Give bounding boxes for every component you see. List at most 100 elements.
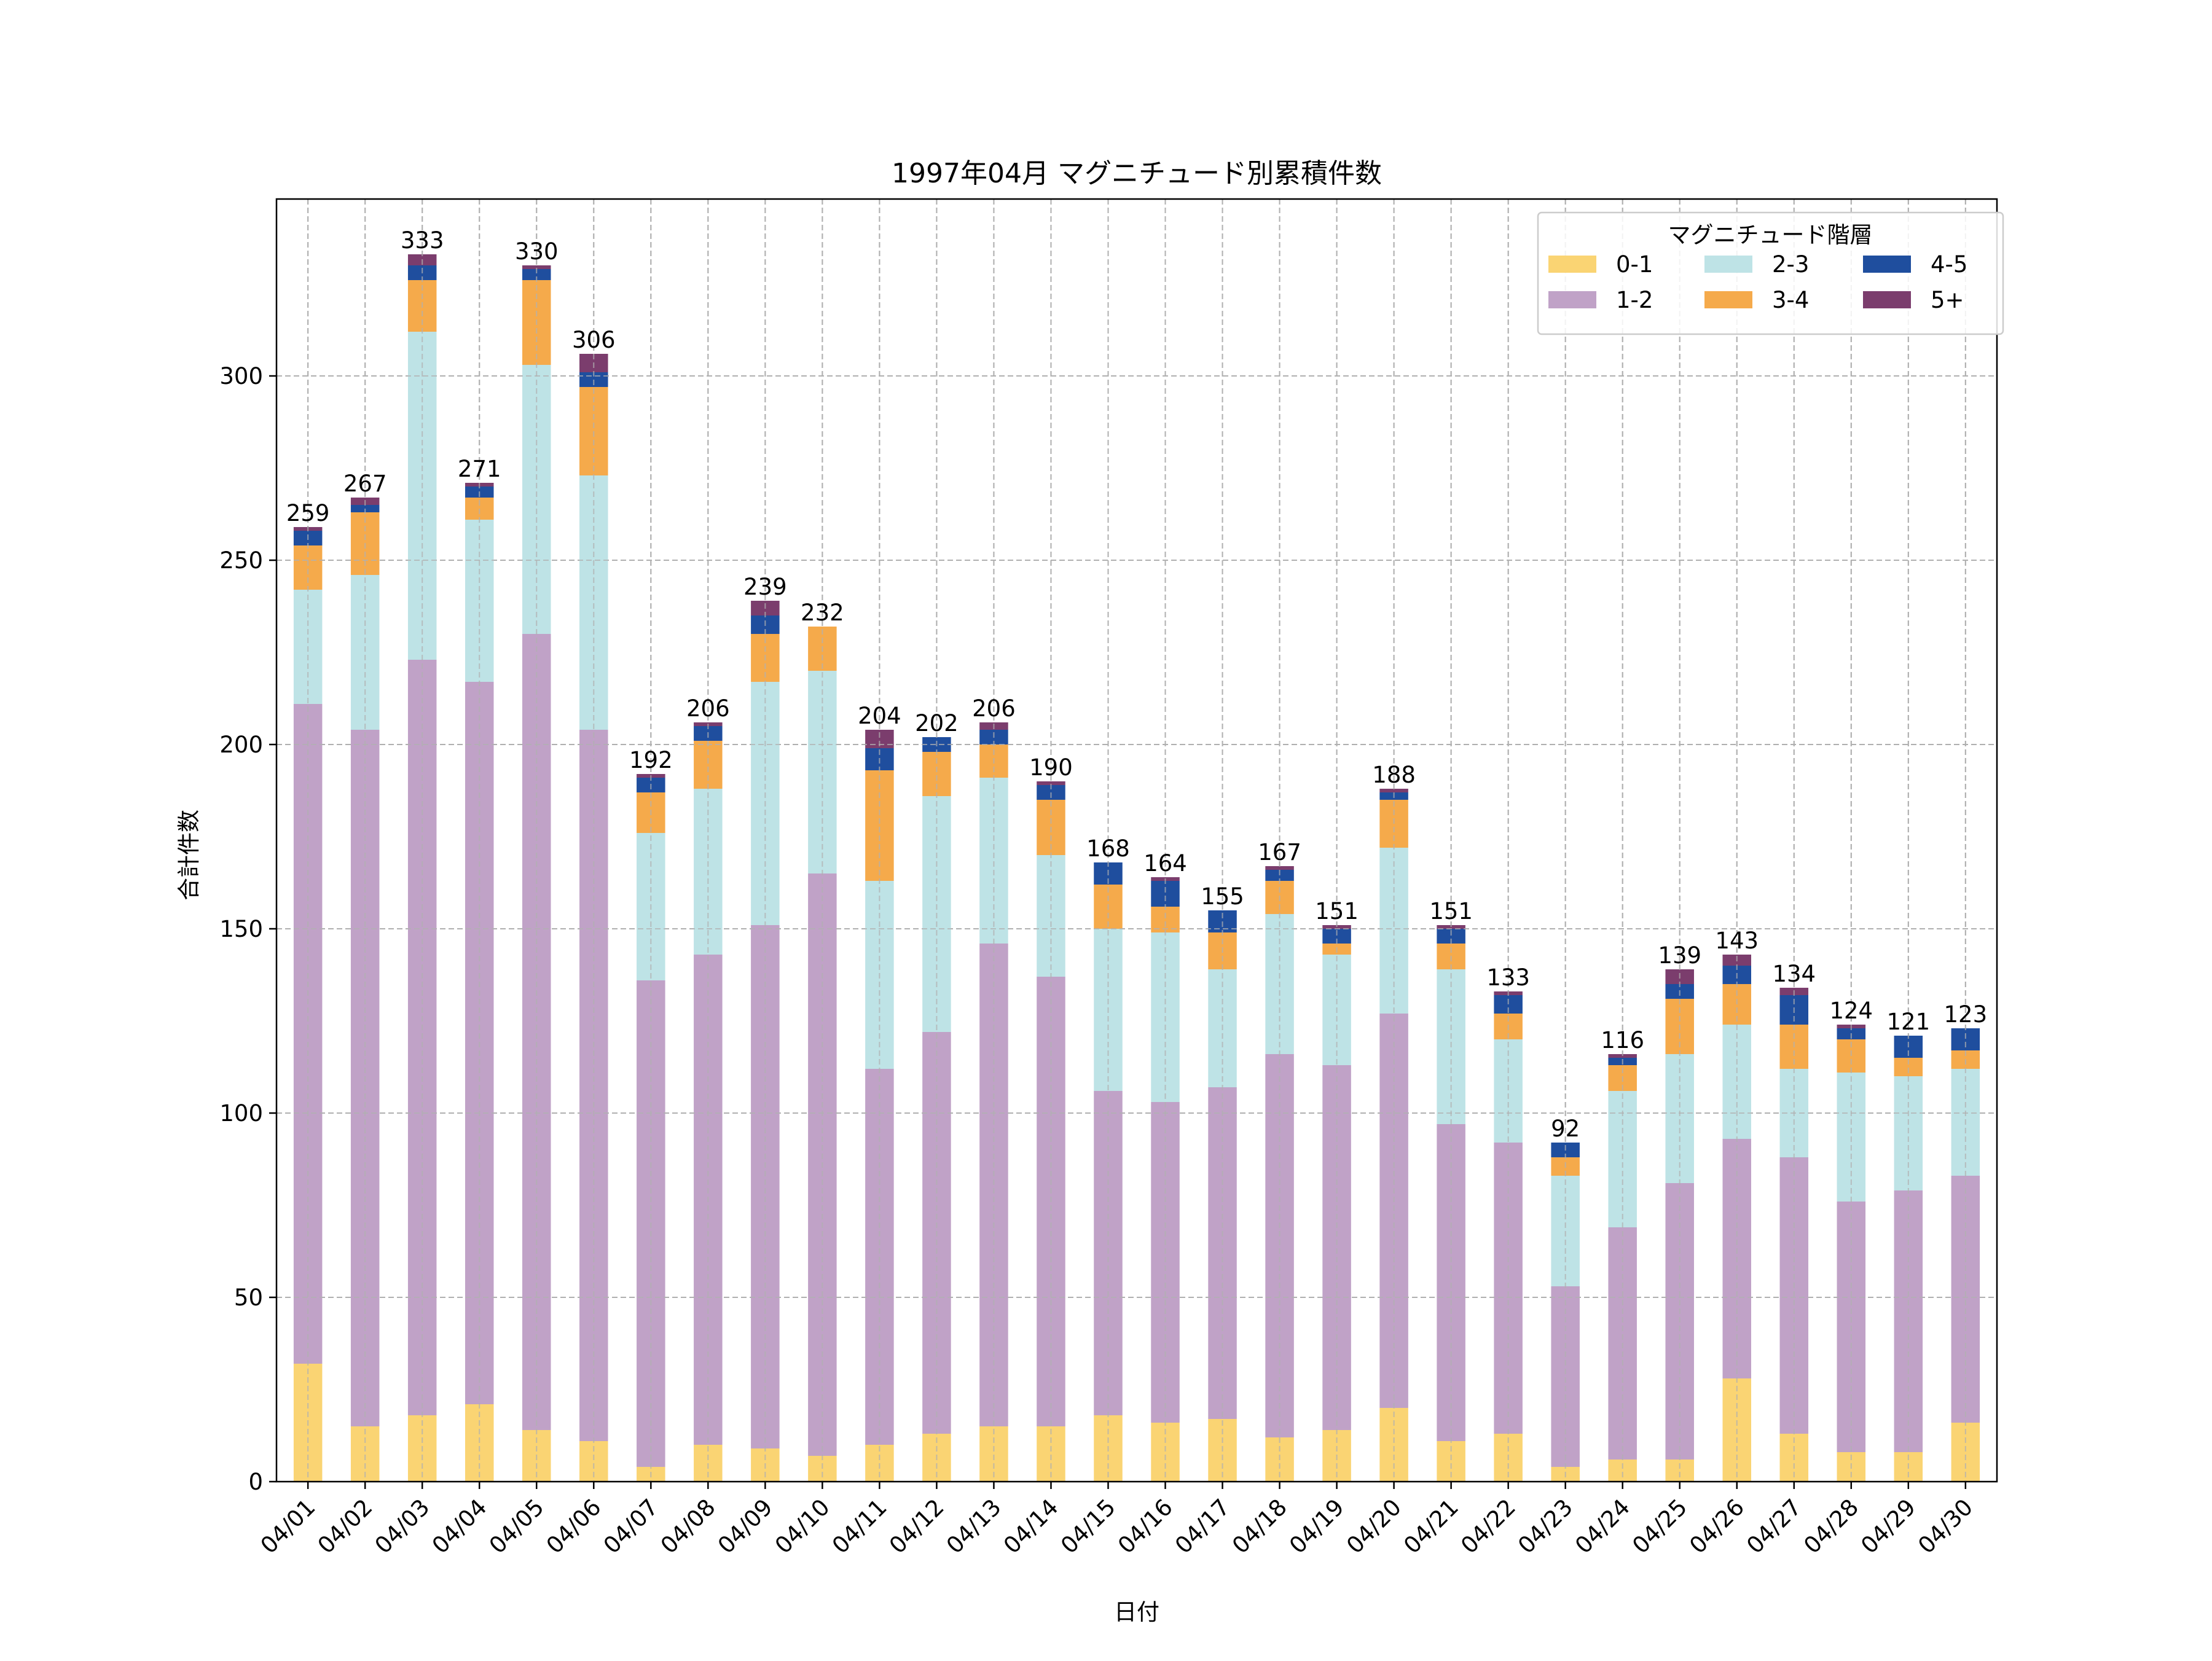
bar-segment-2-3 (522, 365, 551, 634)
total-label: 259 (286, 500, 330, 526)
total-label: 306 (572, 327, 616, 353)
bar-segment-1-2 (1951, 1176, 1980, 1423)
x-tick-label: 04/12 (884, 1494, 949, 1559)
legend-swatch (1863, 291, 1911, 308)
x-tick-label: 04/10 (770, 1494, 835, 1559)
legend-swatch (1704, 256, 1752, 273)
legend-item: 2-3 (1704, 251, 1809, 278)
total-label: 168 (1086, 835, 1130, 862)
total-label: 134 (1772, 961, 1816, 987)
x-tick-label: 04/14 (998, 1494, 1064, 1559)
legend-title: マグニチュード階層 (1668, 222, 1873, 248)
y-tick-label: 300 (219, 363, 263, 389)
x-tick-label: 04/06 (541, 1494, 606, 1559)
bar-segment-2-3 (350, 575, 380, 730)
total-label: 239 (743, 574, 787, 600)
x-axis-label: 日付 (1114, 1599, 1159, 1625)
y-tick-label: 250 (219, 547, 263, 574)
x-tick-label: 04/20 (1341, 1494, 1406, 1559)
total-label: 123 (1944, 1001, 1988, 1028)
x-tick-label: 04/15 (1056, 1494, 1121, 1559)
x-tick-label: 04/04 (427, 1494, 492, 1559)
x-tick-label: 04/16 (1113, 1494, 1178, 1559)
legend-label: 2-3 (1772, 251, 1809, 278)
legend-items: 0-1 1-2 2-3 3-4 4-5 5+ (1548, 251, 1967, 313)
legend-item: 1-2 (1548, 287, 1653, 313)
x-tick-label: 04/21 (1398, 1494, 1464, 1559)
bar-segment-2-3 (1665, 1054, 1694, 1183)
total-label: 151 (1315, 898, 1359, 924)
x-tick-label: 04/07 (598, 1494, 664, 1559)
bar-segment-0-1 (1608, 1460, 1637, 1482)
x-tick-label: 04/02 (313, 1494, 378, 1559)
total-label: 192 (629, 747, 673, 773)
total-label: 151 (1429, 898, 1473, 924)
legend-label: 1-2 (1616, 287, 1653, 313)
y-tick-label: 0 (248, 1469, 263, 1495)
legend: マグニチュード階層 0-1 1-2 2-3 3-4 4-5 5+ (1537, 211, 2004, 335)
total-label: 206 (972, 695, 1016, 722)
total-label: 124 (1829, 998, 1873, 1024)
legend-swatch (1548, 256, 1596, 273)
legend-label: 4-5 (1931, 251, 1967, 278)
total-label: 155 (1201, 883, 1244, 910)
x-tick-label: 04/23 (1513, 1494, 1578, 1559)
total-label: 167 (1258, 839, 1301, 866)
bar-segment-3-4 (694, 741, 723, 789)
total-label: 333 (401, 227, 444, 254)
total-label: 139 (1658, 942, 1701, 969)
plot-frame (275, 198, 1998, 1483)
x-tick-label: 04/11 (827, 1494, 892, 1559)
x-tick-label: 04/29 (1856, 1494, 1921, 1559)
legend-item: 5+ (1863, 287, 1964, 313)
total-label: 143 (1715, 928, 1759, 954)
bar-segment-5+ (1037, 781, 1065, 785)
legend-swatch (1863, 256, 1911, 273)
legend-swatch (1548, 291, 1596, 308)
total-label: 202 (915, 710, 959, 737)
legend-label: 0-1 (1616, 251, 1653, 278)
y-tick-label: 150 (219, 916, 263, 942)
x-tick-label: 04/27 (1741, 1494, 1806, 1559)
bar-segment-0-1 (1379, 1408, 1408, 1482)
bar-segment-1-2 (1551, 1286, 1580, 1467)
x-tick-label: 04/09 (713, 1494, 778, 1559)
x-tick-label: 04/22 (1456, 1494, 1521, 1559)
x-tick-label: 04/17 (1170, 1494, 1235, 1559)
total-label: 232 (801, 600, 844, 626)
x-tick-label: 04/30 (1913, 1494, 1978, 1559)
x-tick-label: 04/28 (1798, 1494, 1864, 1559)
x-tick-label: 04/24 (1570, 1494, 1635, 1559)
x-tick-label: 04/19 (1284, 1494, 1349, 1559)
x-tick-label: 04/18 (1227, 1494, 1292, 1559)
y-axis: 0 50 100 150 200 250 300 (219, 363, 276, 1495)
bar-segment-5+ (1265, 866, 1294, 870)
legend-item: 4-5 (1863, 251, 1967, 278)
total-labels-layer: 259 267 333 271 330 306 192 206 239 232 204 202 206 1… (286, 227, 1987, 1142)
x-axis: 04/0104/0204/0304/0404/0504/0604/0704/08… (256, 1482, 1978, 1559)
total-label: 92 (1551, 1116, 1580, 1142)
bar-segment-4-5 (522, 269, 551, 280)
bar-segment-0-1 (1665, 1460, 1694, 1482)
total-label: 190 (1029, 754, 1073, 781)
legend-swatch (1704, 291, 1752, 308)
grid-overlay-layer (276, 199, 1997, 1482)
legend-item: 0-1 (1548, 251, 1653, 278)
x-tick-label: 04/26 (1684, 1494, 1749, 1559)
total-label: 271 (458, 456, 501, 482)
total-label: 330 (515, 238, 559, 265)
bar-segment-2-3 (1494, 1039, 1523, 1143)
legend-label: 3-4 (1772, 287, 1809, 313)
x-tick-label: 04/25 (1627, 1494, 1692, 1559)
x-tick-label: 04/01 (256, 1494, 321, 1559)
legend-label: 5+ (1931, 287, 1964, 313)
x-tick-label: 04/08 (656, 1494, 721, 1559)
total-label: 188 (1372, 762, 1416, 788)
total-label: 133 (1486, 964, 1530, 991)
y-tick-label: 50 (234, 1284, 263, 1311)
total-label: 267 (343, 471, 387, 497)
x-tick-label: 04/13 (941, 1494, 1006, 1559)
bar-segment-5+ (1379, 789, 1408, 792)
